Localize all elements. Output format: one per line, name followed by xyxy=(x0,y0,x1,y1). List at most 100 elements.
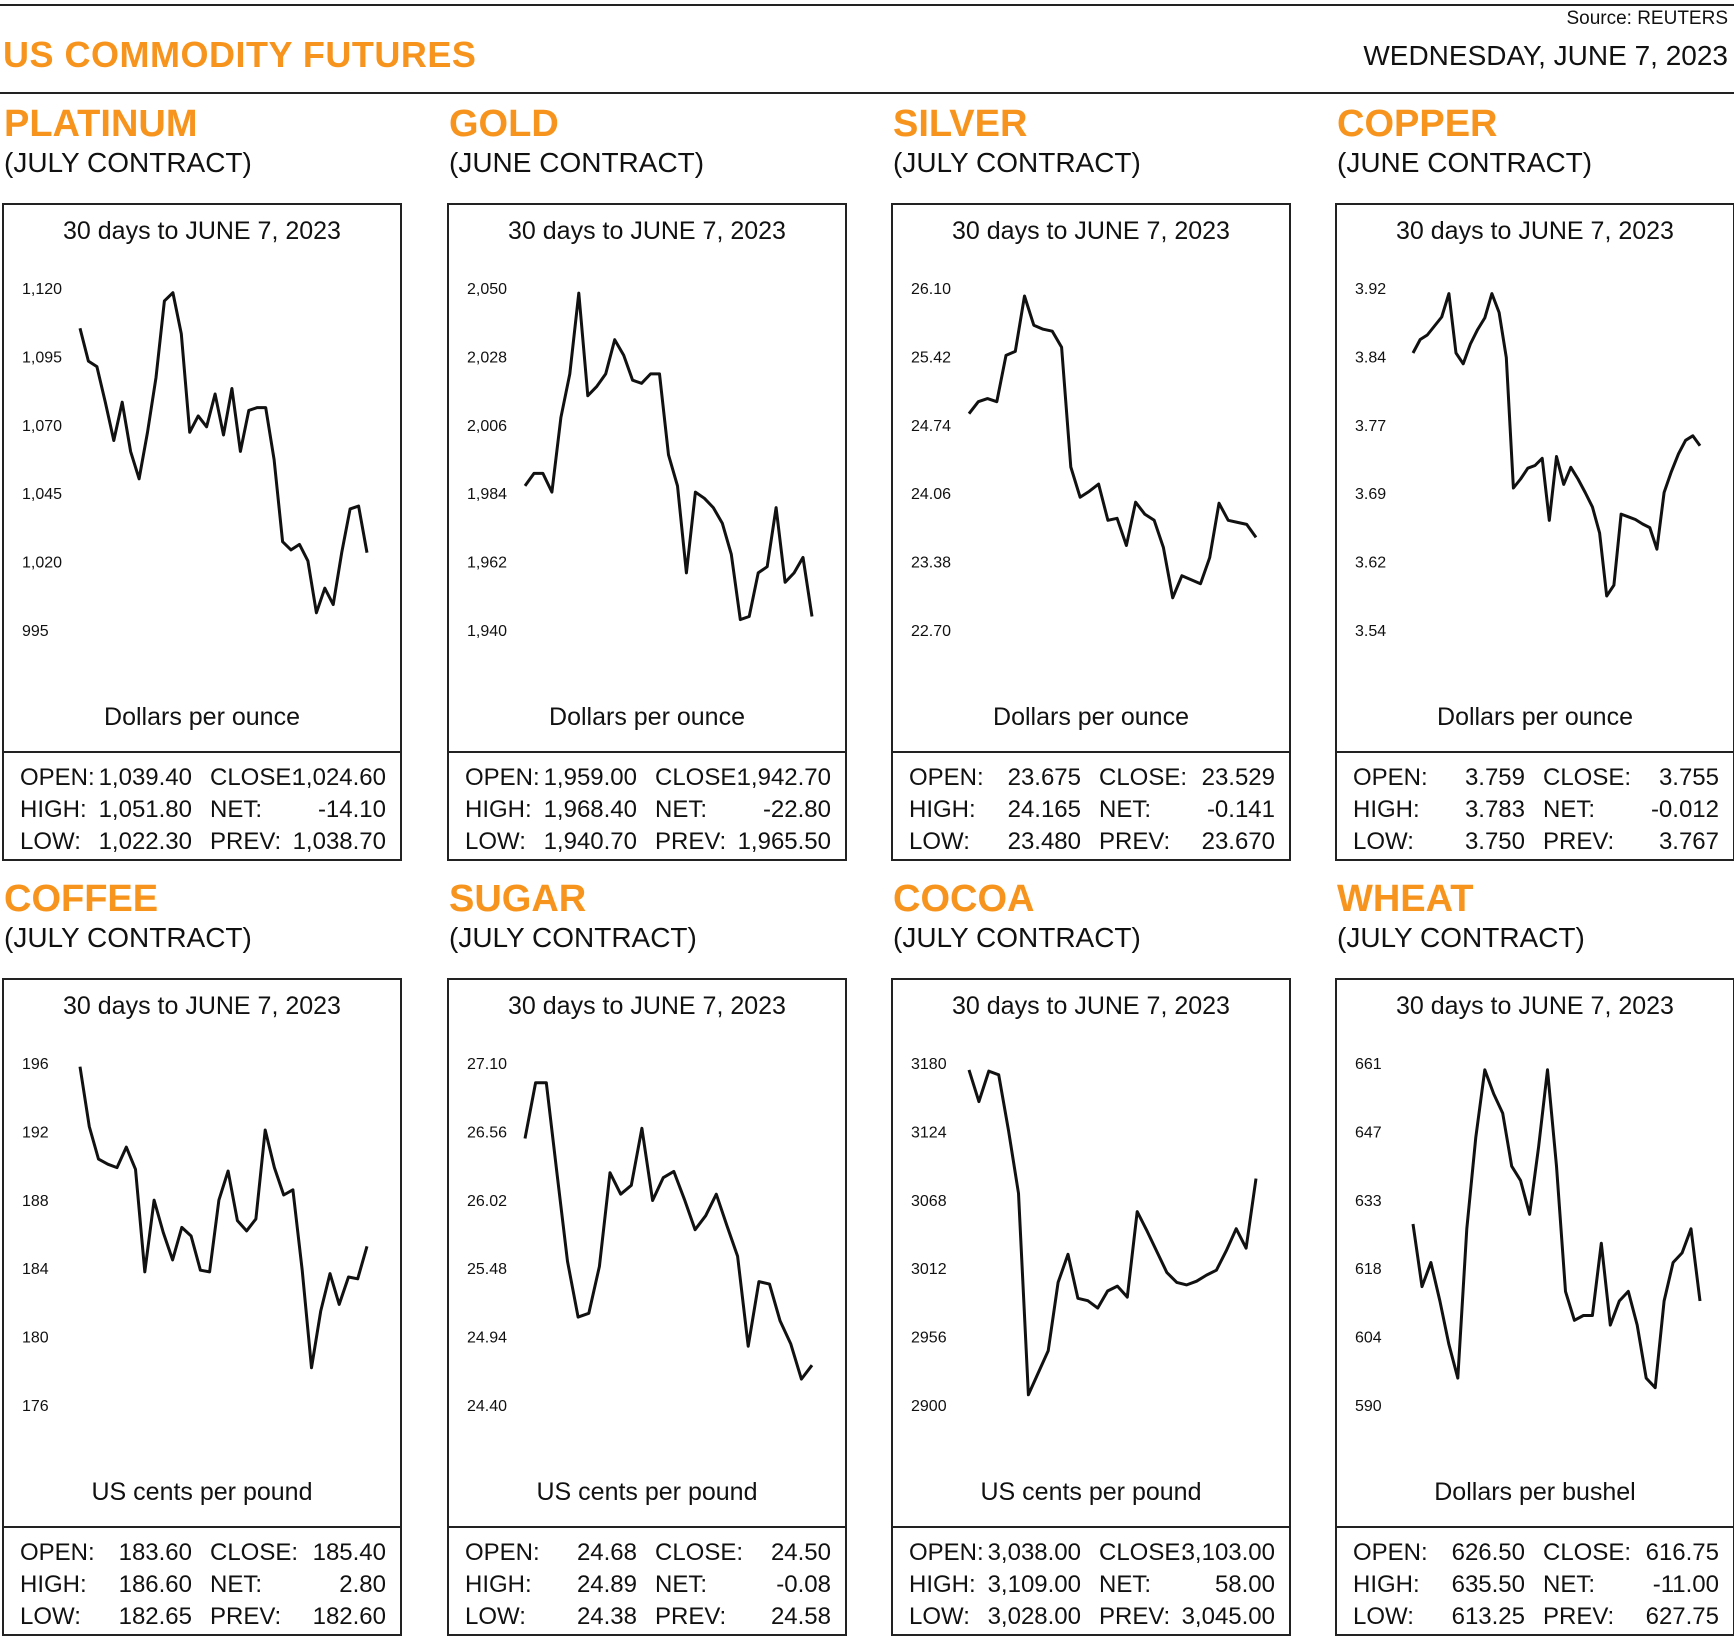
line-chart: 30 days to JUNE 7, 2023 Dollars per ounce… xyxy=(467,217,814,731)
stat-open-value: 24.68 xyxy=(576,1539,637,1566)
page-title: US COMMODITY FUTURES xyxy=(3,34,477,75)
stat-close-label: CLOSE: xyxy=(210,764,299,791)
y-axis-label: Dollars per ounce xyxy=(1437,703,1633,731)
stat-close-value: 3.755 xyxy=(1658,764,1719,791)
stat-high-value: 3,109.00 xyxy=(987,1571,1081,1598)
y-tick-label: 3.77 xyxy=(1355,418,1386,435)
chart-box: 30 days to JUNE 7, 2023 Dollars per ounce… xyxy=(891,203,1291,861)
y-tick-label: 3.84 xyxy=(1355,349,1386,366)
y-tick-label: 25.48 xyxy=(467,1261,507,1278)
y-tick-label: 2,006 xyxy=(467,418,507,435)
y-tick-label: 176 xyxy=(22,1398,49,1415)
price-stats: OPEN: 1,039.40 HIGH: 1,051.80 LOW: 1,022.30 CL… xyxy=(4,751,400,861)
stat-net-value: 2.80 xyxy=(339,1571,386,1598)
contract-label: (JULY CONTRACT) xyxy=(1337,922,1585,953)
stat-close-value: 3,103.00 xyxy=(1181,1539,1275,1566)
stat-prev-value: 23.670 xyxy=(1201,828,1275,855)
panel-platinum: PLATINUM (JULY CONTRACT) 30 days to JUNE 7… xyxy=(2,103,402,873)
stat-close-value: 23.529 xyxy=(1201,764,1275,791)
y-tick-label: 1,070 xyxy=(22,418,62,435)
y-tick-label: 26.10 xyxy=(911,281,951,298)
line-chart: 30 days to JUNE 7, 2023 Dollars per ounce… xyxy=(911,217,1258,731)
contract-label: (JULY CONTRACT) xyxy=(4,922,252,953)
stat-low-value: 1,940.70 xyxy=(543,828,637,855)
price-stats: OPEN: 3,038.00 HIGH: 3,109.00 LOW: 3,028.00 CL… xyxy=(893,1526,1289,1636)
price-line xyxy=(523,1081,814,1381)
stat-close-label: CLOSE: xyxy=(655,764,744,791)
stat-prev-label: PREV: xyxy=(1543,1603,1615,1630)
price-line xyxy=(1411,292,1702,598)
stat-open-value: 23.675 xyxy=(1007,764,1081,791)
panel-silver: SILVER (JULY CONTRACT) 30 days to JUNE 7, … xyxy=(891,103,1291,873)
stat-net-value: -22.80 xyxy=(762,796,831,823)
stat-low-label: LOW: xyxy=(20,1603,81,1630)
y-tick-label: 1,120 xyxy=(22,281,62,298)
chart-title: 30 days to JUNE 7, 2023 xyxy=(508,992,786,1020)
stat-high-value: 3.783 xyxy=(1464,796,1525,823)
price-line xyxy=(1411,1068,1702,1390)
price-stats: OPEN: 1,959.00 HIGH: 1,968.40 LOW: 1,940.70 CL… xyxy=(449,751,845,861)
stat-close-label: CLOSE: xyxy=(1099,1539,1188,1566)
panel-gold: GOLD (JUNE CONTRACT) 30 days to JUNE 7, 20… xyxy=(447,103,847,873)
line-chart: 30 days to JUNE 7, 2023 Dollars per ounce… xyxy=(1355,217,1702,731)
price-stats: OPEN: 183.60 HIGH: 186.60 LOW: 182.65 CLOSE: 18… xyxy=(4,1526,400,1636)
stat-open-label: OPEN: xyxy=(465,1539,540,1566)
stat-open-value: 183.60 xyxy=(118,1539,192,1566)
stat-prev-label: PREV: xyxy=(1099,828,1171,855)
y-tick-label: 180 xyxy=(22,1330,49,1347)
y-tick-label: 633 xyxy=(1355,1193,1382,1210)
stat-open-value: 3,038.00 xyxy=(987,1539,1081,1566)
y-tick-label: 196 xyxy=(22,1056,49,1073)
y-tick-label: 2900 xyxy=(911,1398,947,1415)
panel-wheat: WHEAT (JULY CONTRACT) 30 days to JUNE 7, 2… xyxy=(1335,878,1734,1648)
price-stats: OPEN: 3.759 HIGH: 3.783 LOW: 3.750 CLOSE: 3.755… xyxy=(1337,751,1733,861)
y-tick-label: 27.10 xyxy=(467,1056,507,1073)
stat-low-label: LOW: xyxy=(909,828,970,855)
y-tick-label: 3068 xyxy=(911,1193,947,1210)
stat-close-value: 1,024.60 xyxy=(292,764,386,791)
y-tick-label: 192 xyxy=(22,1124,49,1141)
commodity-name: WHEAT xyxy=(1337,878,1474,920)
stat-low-label: LOW: xyxy=(1353,828,1414,855)
stat-open-label: OPEN: xyxy=(909,1539,984,1566)
contract-label: (JUNE CONTRACT) xyxy=(1337,147,1593,178)
stat-low-label: LOW: xyxy=(465,828,526,855)
chart-title: 30 days to JUNE 7, 2023 xyxy=(63,217,341,245)
stat-net-label: NET: xyxy=(1543,1571,1596,1598)
top-rule xyxy=(0,4,1734,6)
stat-close-label: CLOSE: xyxy=(210,1539,299,1566)
stat-net-value: -0.141 xyxy=(1206,796,1275,823)
stat-high-value: 1,051.80 xyxy=(98,796,192,823)
y-axis-label: US cents per pound xyxy=(981,1478,1202,1506)
stat-prev-value: 3.767 xyxy=(1658,828,1719,855)
y-tick-label: 3.54 xyxy=(1355,623,1386,640)
y-tick-label: 3180 xyxy=(911,1056,947,1073)
y-axis-label: US cents per pound xyxy=(92,1478,313,1506)
stat-net-value: 58.00 xyxy=(1214,1571,1275,1598)
panel-copper: COPPER (JUNE CONTRACT) 30 days to JUNE 7, … xyxy=(1335,103,1734,873)
stat-high-label: HIGH: xyxy=(1353,796,1420,823)
y-axis-label: Dollars per ounce xyxy=(993,703,1189,731)
stat-net-value: -0.08 xyxy=(776,1571,831,1598)
stat-prev-value: 24.58 xyxy=(770,1603,831,1630)
y-tick-label: 995 xyxy=(22,623,49,640)
price-line xyxy=(967,294,1258,600)
stat-high-label: HIGH: xyxy=(909,1571,976,1598)
stat-prev-label: PREV: xyxy=(655,828,727,855)
stat-low-value: 182.65 xyxy=(118,1603,192,1630)
y-axis-label: US cents per pound xyxy=(537,1478,758,1506)
chart-title: 30 days to JUNE 7, 2023 xyxy=(1396,217,1674,245)
y-tick-label: 22.70 xyxy=(911,623,951,640)
y-tick-label: 1,940 xyxy=(467,623,507,640)
chart-box: 30 days to JUNE 7, 2023 US cents per poun… xyxy=(2,978,402,1636)
y-tick-label: 1,020 xyxy=(22,555,62,572)
stat-prev-label: PREV: xyxy=(210,828,282,855)
commodity-name: COCOA xyxy=(893,878,1035,920)
stat-prev-label: PREV: xyxy=(1543,828,1615,855)
y-tick-label: 24.94 xyxy=(467,1330,507,1347)
stat-high-label: HIGH: xyxy=(465,1571,532,1598)
line-chart: 30 days to JUNE 7, 2023 Dollars per bushe… xyxy=(1355,992,1702,1506)
stat-open-label: OPEN: xyxy=(465,764,540,791)
y-tick-label: 2,028 xyxy=(467,349,507,366)
y-tick-label: 188 xyxy=(22,1193,49,1210)
